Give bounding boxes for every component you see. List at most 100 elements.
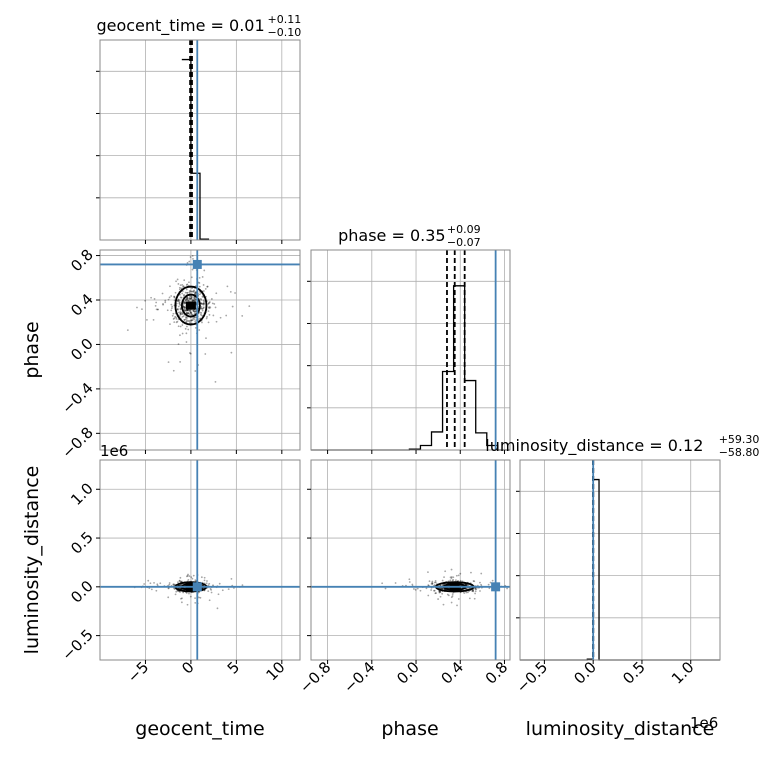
sample-point	[470, 571, 472, 574]
sample-point	[474, 588, 477, 591]
sample-point	[150, 296, 152, 299]
sample-point	[168, 582, 171, 584]
x-tick-label: 0.0	[393, 658, 423, 688]
sample-point	[187, 320, 190, 322]
sample-point	[194, 300, 197, 302]
sample-point	[241, 315, 244, 317]
sample-point	[441, 587, 444, 590]
y-tick-label: 0.4	[67, 290, 97, 320]
x-tick-label: 0.5	[619, 658, 649, 688]
sample-point	[186, 320, 188, 323]
sample-point	[202, 299, 205, 302]
histogram-phase	[311, 285, 510, 451]
sample-point	[198, 293, 201, 296]
sample-point	[205, 317, 208, 320]
sample-point	[187, 300, 190, 302]
sample-point	[431, 582, 434, 585]
sample-point	[187, 309, 189, 312]
sample-point	[186, 309, 189, 312]
sample-point	[234, 292, 236, 294]
x-tick-label: −5	[124, 658, 152, 686]
sample-point	[188, 260, 191, 263]
truth-marker	[192, 582, 202, 592]
sample-point	[433, 589, 435, 592]
sample-point	[181, 315, 184, 318]
sample-point	[193, 310, 196, 313]
sample-point	[191, 577, 194, 580]
sample-point	[414, 588, 417, 591]
sample-point	[201, 309, 204, 312]
sample-point	[164, 301, 167, 304]
sample-point	[186, 574, 189, 577]
sample-point	[419, 589, 422, 592]
sample-point	[184, 309, 186, 312]
sample-point	[435, 592, 437, 594]
sample-point	[190, 295, 193, 298]
sample-point	[170, 307, 173, 310]
sample-point	[193, 312, 196, 315]
sample-point	[155, 301, 158, 304]
sample-point	[427, 594, 430, 597]
sample-point	[190, 311, 192, 314]
sample-point	[186, 312, 189, 315]
sample-point	[452, 579, 455, 581]
scatter-panel-geocent_time-vs-luminosity_distance	[96, 459, 301, 664]
sample-point	[472, 580, 475, 582]
hist-panel-luminosity_distance: luminosity_distance = 0.12 +59.30−58.80	[485, 433, 759, 664]
sample-point	[183, 293, 185, 296]
sample-point	[447, 594, 450, 597]
title-error-plus: +0.09	[447, 223, 481, 236]
sample-point	[506, 587, 508, 590]
sample-point	[189, 297, 191, 300]
sample-point	[194, 298, 197, 301]
sample-point	[149, 582, 152, 585]
sample-point	[141, 308, 143, 311]
sample-point	[178, 301, 181, 304]
sample-point	[215, 292, 218, 295]
sample-point	[468, 597, 471, 600]
sample-point	[431, 581, 434, 584]
sample-point	[191, 313, 193, 316]
x-tick-label: 10	[262, 658, 288, 684]
sample-point	[452, 576, 455, 579]
x-axis-label-phase: phase	[381, 718, 438, 740]
y-tick-label: −0.5	[58, 626, 96, 664]
contour-inner	[181, 293, 201, 318]
sample-point	[209, 306, 212, 309]
sample-point	[184, 306, 187, 309]
histogram-geocent_time	[181, 58, 210, 240]
sample-point	[179, 293, 181, 296]
truth-marker	[491, 582, 501, 592]
sample-point	[411, 583, 414, 586]
sample-point	[156, 308, 159, 311]
sample-point	[177, 581, 179, 584]
sample-point	[480, 583, 482, 586]
sample-point	[182, 305, 185, 308]
sample-point	[178, 302, 181, 305]
sample-point	[241, 584, 244, 587]
sample-point	[431, 580, 434, 583]
sample-point	[181, 284, 184, 286]
sample-point	[177, 305, 180, 308]
sample-point	[210, 591, 213, 594]
sample-point	[214, 380, 217, 383]
sample-point	[186, 291, 189, 294]
sample-point	[182, 315, 185, 318]
sample-point	[188, 297, 191, 300]
sample-point	[174, 593, 177, 596]
x-tick-label: 1.0	[668, 658, 698, 688]
sample-point	[175, 280, 177, 283]
sample-point	[479, 590, 481, 592]
y-tick-label: 0.0	[67, 335, 97, 365]
sample-point	[169, 285, 171, 288]
sample-point	[173, 295, 175, 298]
sample-point	[185, 309, 188, 312]
sample-point	[189, 319, 192, 322]
sample-point	[185, 299, 188, 302]
sample-point	[434, 592, 437, 595]
sample-point	[192, 309, 195, 312]
sample-point	[459, 572, 462, 575]
sample-point	[210, 588, 213, 591]
contour-outer	[174, 285, 208, 326]
sample-point	[184, 291, 187, 294]
